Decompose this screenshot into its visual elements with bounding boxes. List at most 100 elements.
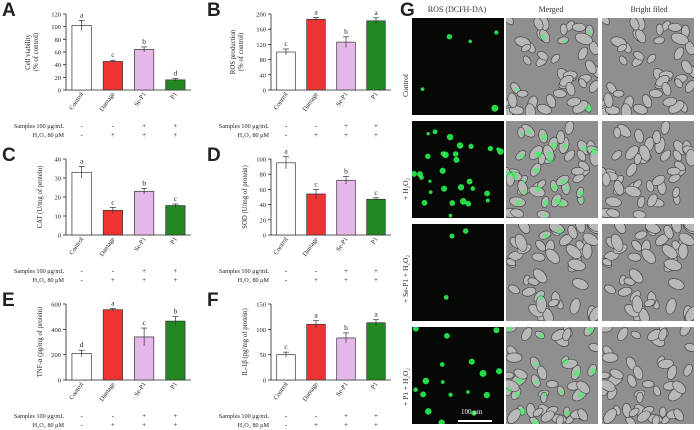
significance-letter: a [314, 311, 318, 320]
cell-shape [659, 406, 667, 418]
bar [102, 309, 123, 381]
column-header-merged: Merged [538, 5, 564, 14]
y-tick-label: 80 [260, 172, 267, 179]
category-label: P1 [169, 91, 179, 101]
y-tick-label: 120 [51, 12, 61, 19]
category-label: Damage [301, 91, 319, 113]
cell-shape [614, 224, 627, 234]
treatment-mark: - [285, 276, 288, 284]
cell-shape [566, 97, 582, 107]
fluorescent-spot [438, 419, 445, 424]
fluorescent-spot [449, 200, 456, 206]
cell-shape [506, 18, 514, 25]
cell-shape [513, 368, 528, 380]
significance-letter: a [80, 10, 84, 19]
treatment-mark: - [285, 267, 288, 275]
cell-shape [612, 89, 625, 98]
bar [306, 323, 326, 381]
chart-panel-c: 0 10 20 30 40 CAT (U/mg of protein) a Control c D… [0, 145, 205, 287]
bar [336, 41, 356, 91]
fluorescent-spot [513, 175, 518, 180]
cell-shape [609, 368, 624, 380]
significance-letter: a [314, 7, 318, 16]
cell-shape [672, 186, 680, 198]
cell-shape [610, 233, 624, 252]
cell-shape [641, 380, 655, 389]
cell-shape [671, 224, 682, 234]
treatment-mark: + [142, 412, 146, 420]
y-axis-label: Cell viability [25, 34, 32, 70]
bright-field-image [602, 18, 694, 115]
y-tick-label: 80 [260, 57, 267, 64]
cell-shape [662, 97, 678, 107]
merged-image [506, 121, 598, 218]
cell-shape [576, 380, 591, 394]
bar-chart: 0 20 40 60 80 100 SOD (U/mg of protein) a Contro… [219, 147, 391, 284]
fluorescent-spot [522, 190, 527, 194]
fluorescent-spot [579, 198, 584, 203]
cell-shape [672, 149, 683, 162]
fluorescent-spot [484, 190, 491, 197]
treatment-mark: - [315, 267, 318, 275]
cell-shape [636, 391, 644, 404]
cell-shape [514, 233, 528, 252]
fluorescent-spot [419, 175, 424, 180]
merged-image [506, 224, 598, 321]
panel-letter: D [207, 145, 221, 166]
cell-shape [602, 352, 619, 363]
cell-shape [632, 210, 647, 218]
treatment-mark: + [173, 267, 177, 275]
treatment-mark: + [374, 412, 378, 420]
fluorescent-spot [491, 104, 499, 112]
chart-panel-e: 0 200 400 600 TNF-α (pg/mg of protein) d Contr… [0, 290, 205, 430]
fluorescent-spot [468, 39, 472, 44]
treatment-mark: + [344, 412, 348, 420]
y-axis-label: IL-1β (pg/mg of protein) [242, 308, 249, 375]
significance-letter: b [142, 178, 146, 187]
cell-shape [661, 244, 678, 259]
cell-shape [540, 410, 555, 423]
category-label: P1 [370, 91, 380, 101]
merged-image [506, 18, 598, 115]
fluorescent-spot [516, 377, 524, 385]
cell-shape [660, 149, 672, 162]
cell-shape [507, 408, 521, 424]
fluorescent-spot [444, 332, 450, 339]
bar [366, 322, 386, 381]
cell-shape [508, 284, 520, 295]
panel-letter: A [2, 0, 16, 21]
fluorescent-spot [543, 233, 549, 239]
chart-panel-a: 0 20 40 60 80 100 120 Cell viability (% of contr… [0, 0, 205, 142]
cell-shape [521, 43, 532, 53]
y-tick-label: 80 [55, 37, 62, 44]
fluorescent-spot [506, 170, 511, 177]
cell-shape [521, 327, 533, 342]
panel-letter: E [2, 290, 15, 311]
fluorescent-spot [514, 87, 519, 91]
ros-image [412, 224, 504, 321]
cell-shape [668, 278, 685, 290]
treatment-mark: - [80, 122, 83, 130]
fluorescent-spot [440, 151, 446, 157]
cell-shape [576, 149, 587, 162]
fluorescent-spot [540, 133, 548, 141]
fluorescent-spot [456, 142, 464, 149]
cell-shape [587, 224, 598, 233]
cell-shape [532, 407, 544, 417]
category-label: Se-P1 [133, 236, 148, 253]
treatment-mark: + [374, 122, 378, 130]
bar-chart: 0 20 40 60 80 100 120 Cell viability (% of contr… [14, 10, 191, 139]
cell-shape [567, 258, 586, 271]
bar-chart: 0 50 100 150 IL-1β (pg/mg of protein) c Contro… [219, 302, 391, 429]
treatment-mark: - [80, 412, 83, 420]
fluorescent-spot [537, 294, 543, 300]
treatment-label: H₂O₂ 80 μM [33, 277, 65, 284]
treatment-label: H₂O₂ 80 μM [238, 277, 270, 284]
y-axis-label: SOD (U/mg of protein) [242, 165, 249, 229]
treatment-mark: + [173, 421, 177, 429]
significance-letter: c [314, 179, 318, 188]
treatment-mark: - [285, 412, 288, 420]
fluorescent-spot [564, 186, 570, 191]
cell-shape [545, 248, 560, 264]
fluorescent-spot [532, 419, 539, 424]
